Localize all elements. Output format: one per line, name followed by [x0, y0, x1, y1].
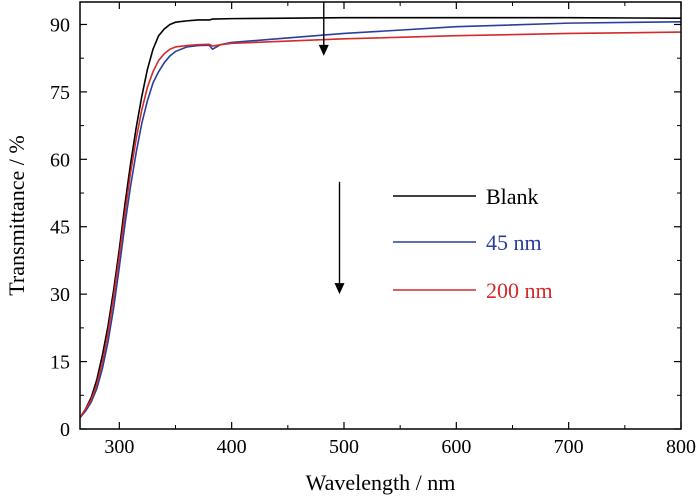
arrow-head-1: [334, 283, 345, 295]
y-axis: 0 15 30 45 60 75 90: [50, 14, 681, 441]
x-tick-label: 500: [329, 436, 359, 458]
x-tick-label: 700: [554, 436, 584, 458]
arrow-head-0: [318, 44, 329, 56]
legend-label-1: 45 nm: [486, 230, 542, 255]
y-tick-label: 75: [50, 82, 70, 104]
annotation-group: [318, 2, 345, 295]
y-axis-label: Transmittance / %: [4, 135, 29, 296]
y-tick-label: 30: [50, 284, 70, 306]
series-line-2: [79, 31, 682, 419]
series-group: [79, 16, 682, 419]
series-line-0: [79, 16, 682, 419]
legend-label-2: 200 nm: [486, 278, 553, 303]
series-line-1: [79, 20, 682, 419]
x-tick-label: 800: [666, 436, 696, 458]
y-tick-label: 60: [50, 149, 70, 171]
x-tick-label: 300: [104, 436, 134, 458]
legend: Blank 45 nm 200 nm: [393, 184, 553, 303]
legend-label-0: Blank: [486, 184, 539, 209]
x-axis: 300 400 500 600 700 800: [104, 2, 696, 458]
x-axis-label: Wavelength / nm: [306, 470, 456, 495]
x-tick-label: 400: [217, 436, 247, 458]
plot-frame: [79, 1, 682, 430]
y-tick-label: 90: [50, 14, 70, 36]
y-tick-label: 45: [50, 217, 70, 239]
y-tick-label: 0: [60, 419, 70, 441]
x-tick-label: 600: [441, 436, 471, 458]
y-tick-label: 15: [50, 352, 70, 374]
